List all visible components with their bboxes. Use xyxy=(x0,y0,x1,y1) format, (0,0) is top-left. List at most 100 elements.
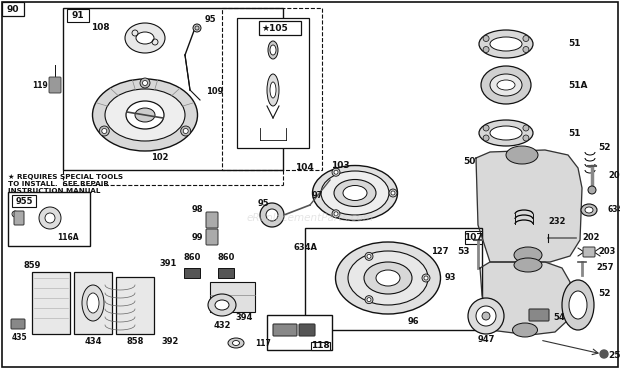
Text: 202: 202 xyxy=(582,234,600,242)
Bar xyxy=(74,272,112,334)
Bar xyxy=(184,268,200,278)
Bar xyxy=(32,272,70,334)
Ellipse shape xyxy=(569,291,587,319)
FancyBboxPatch shape xyxy=(206,212,218,228)
Circle shape xyxy=(482,312,490,320)
Ellipse shape xyxy=(343,186,367,200)
Ellipse shape xyxy=(270,82,276,98)
Ellipse shape xyxy=(135,108,155,122)
Ellipse shape xyxy=(335,242,440,314)
Ellipse shape xyxy=(228,338,244,348)
Circle shape xyxy=(266,209,278,221)
Ellipse shape xyxy=(208,294,236,316)
Text: 127: 127 xyxy=(432,248,449,256)
Ellipse shape xyxy=(585,207,593,213)
Circle shape xyxy=(600,350,608,358)
Circle shape xyxy=(140,78,150,88)
Circle shape xyxy=(483,135,489,141)
Ellipse shape xyxy=(497,80,515,90)
Circle shape xyxy=(334,212,338,216)
Text: 52: 52 xyxy=(598,289,611,297)
Text: 118: 118 xyxy=(311,341,329,351)
Circle shape xyxy=(424,276,428,280)
Bar xyxy=(222,8,322,170)
Circle shape xyxy=(523,46,529,52)
Circle shape xyxy=(523,125,529,131)
Ellipse shape xyxy=(581,204,597,216)
Text: 205: 205 xyxy=(608,172,620,180)
Circle shape xyxy=(483,125,489,131)
Bar xyxy=(8,192,90,246)
Circle shape xyxy=(133,31,136,34)
Text: 54: 54 xyxy=(553,314,565,323)
Text: 109: 109 xyxy=(206,87,224,97)
Text: 103: 103 xyxy=(330,161,349,169)
Text: 860: 860 xyxy=(218,254,235,262)
Polygon shape xyxy=(476,150,582,262)
Ellipse shape xyxy=(479,30,533,58)
Circle shape xyxy=(207,230,213,236)
Ellipse shape xyxy=(312,166,397,221)
Ellipse shape xyxy=(267,74,279,106)
Text: 52: 52 xyxy=(598,144,611,152)
Ellipse shape xyxy=(481,66,531,104)
Text: 394: 394 xyxy=(236,314,253,323)
Circle shape xyxy=(154,41,156,44)
Text: 859: 859 xyxy=(24,261,41,269)
Text: 432: 432 xyxy=(213,321,231,330)
Bar xyxy=(63,8,283,170)
Circle shape xyxy=(207,213,213,219)
Circle shape xyxy=(389,189,397,197)
Bar xyxy=(305,228,482,330)
Text: 858: 858 xyxy=(126,338,144,346)
FancyArrowPatch shape xyxy=(185,58,190,87)
Circle shape xyxy=(365,252,373,261)
Ellipse shape xyxy=(105,89,185,141)
Text: 117: 117 xyxy=(255,338,271,348)
Text: 51A: 51A xyxy=(568,80,588,90)
Text: 634A: 634A xyxy=(294,244,318,252)
FancyBboxPatch shape xyxy=(273,324,297,336)
Text: 108: 108 xyxy=(91,23,109,31)
Text: 257: 257 xyxy=(596,262,614,272)
Text: 116A: 116A xyxy=(57,234,79,242)
Ellipse shape xyxy=(514,258,542,272)
Ellipse shape xyxy=(506,146,538,164)
FancyBboxPatch shape xyxy=(11,319,25,329)
Circle shape xyxy=(483,35,489,41)
Bar xyxy=(67,9,89,22)
Circle shape xyxy=(183,128,188,134)
Circle shape xyxy=(468,298,504,334)
Bar xyxy=(465,231,482,244)
Ellipse shape xyxy=(87,293,99,313)
Ellipse shape xyxy=(125,23,165,53)
Ellipse shape xyxy=(513,323,538,337)
Text: 107: 107 xyxy=(464,232,482,241)
Circle shape xyxy=(260,203,284,227)
Ellipse shape xyxy=(490,37,522,51)
Bar xyxy=(116,277,154,334)
Circle shape xyxy=(332,168,340,176)
Ellipse shape xyxy=(562,280,594,330)
FancyArrowPatch shape xyxy=(262,123,284,126)
Text: 95: 95 xyxy=(204,15,216,24)
Text: 634A: 634A xyxy=(608,206,620,214)
Text: 860: 860 xyxy=(184,254,201,262)
Text: 96: 96 xyxy=(407,317,419,327)
Ellipse shape xyxy=(268,41,278,59)
Ellipse shape xyxy=(232,341,239,345)
Circle shape xyxy=(193,24,201,32)
Ellipse shape xyxy=(126,101,164,129)
Ellipse shape xyxy=(334,179,376,207)
Circle shape xyxy=(391,191,395,195)
Text: 97: 97 xyxy=(311,190,323,200)
Text: 95: 95 xyxy=(257,199,269,207)
Text: ★ REQUIRES SPECIAL TOOLS
TO INSTALL.  SEE REPAIR
INSTRUCTION MANUAL: ★ REQUIRES SPECIAL TOOLS TO INSTALL. SEE… xyxy=(8,174,123,194)
Text: 50: 50 xyxy=(464,158,476,166)
Text: 203: 203 xyxy=(598,248,616,256)
Text: 51: 51 xyxy=(568,39,580,48)
Circle shape xyxy=(12,211,18,217)
Ellipse shape xyxy=(82,285,104,321)
Circle shape xyxy=(180,126,191,136)
Text: ★105: ★105 xyxy=(261,24,288,32)
